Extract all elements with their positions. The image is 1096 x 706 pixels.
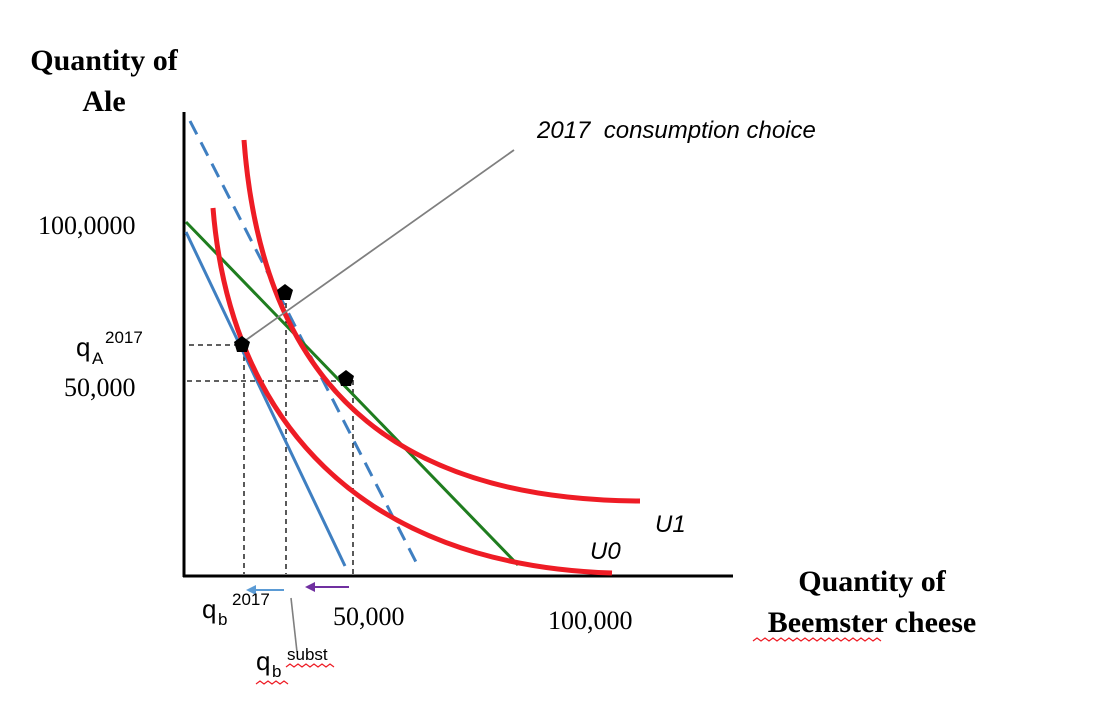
qb-base: q [202,594,216,624]
qb-subst-sup: subst [287,645,328,664]
y-tick-50000: 50,000 [64,373,136,402]
qb-subst-base: q [256,646,270,676]
label-qb-2017: q b 2017 [202,590,270,629]
budget-line-2017 [186,232,345,566]
curve-label-u1: U1 [655,511,686,538]
y-axis-title-line2: Ale [82,85,125,118]
arrow-left-purple [305,582,349,592]
indifference-curve-u0 [213,208,612,573]
spellcheck-squiggle-q [256,681,288,684]
qa-sub: A [92,349,104,368]
x-axis-title-line2: Beemster cheese [768,606,977,639]
annotation-2017-choice: 2017 consumption choice [536,117,816,144]
qa-base: q [76,332,90,362]
curve-label-u0: U0 [590,538,621,565]
x-tick-50000: 50,000 [333,602,405,631]
point-original-choice [338,370,354,386]
qa-sup: 2017 [105,328,143,347]
budget-line-compensated [186,222,518,565]
label-qb-subst: q b subst [256,645,334,684]
y-tick-100000: 100,0000 [38,211,136,240]
annotation-pointer [246,150,514,340]
label-qa-2017: q A 2017 [76,328,143,368]
qb-sup: 2017 [232,590,270,609]
qb-subst-sub: b [272,662,281,681]
y-axis-title-line1: Quantity of [30,44,179,77]
point-substitution [277,284,293,300]
subst-pointer [291,598,297,652]
x-axis-title-line1: Quantity of [798,565,947,598]
qb-sub: b [218,610,227,629]
spellcheck-squiggle-subst [286,664,334,667]
x-tick-100000: 100,000 [548,606,633,635]
